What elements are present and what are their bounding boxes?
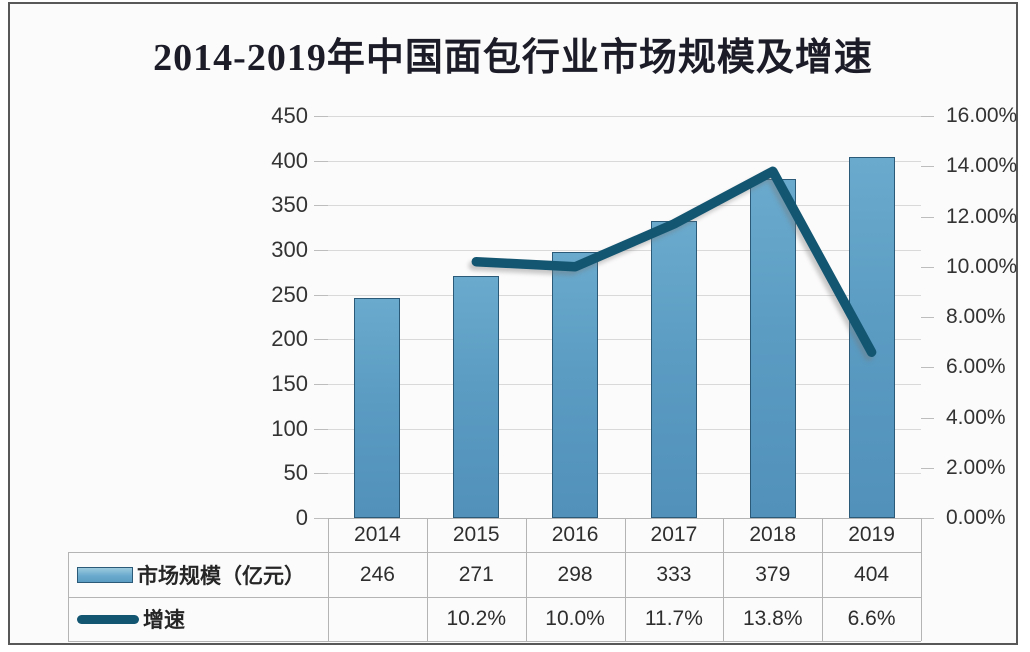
table-market-size-cell: 379 <box>755 562 791 586</box>
left-axis-label: 0 <box>295 505 308 530</box>
right-tick-mark <box>921 116 934 117</box>
chart-title: 2014-2019年中国面包行业市场规模及增速 <box>153 37 873 79</box>
table-market-size-cell: 298 <box>557 562 593 586</box>
legend-label-market-size: 市场规模（亿元） <box>137 564 305 588</box>
right-tick-mark <box>921 317 934 318</box>
table-border-line <box>68 552 69 641</box>
table-border-line <box>68 641 921 642</box>
left-axis-label: 100 <box>271 415 308 441</box>
table-growth-cell: 10.2% <box>446 607 507 630</box>
gridline <box>328 428 921 430</box>
left-tick-mark <box>314 473 328 475</box>
bar-2019 <box>848 157 895 518</box>
table-market-size-cell: 246 <box>359 562 395 586</box>
gridline <box>328 160 921 162</box>
bar-2017 <box>650 220 697 518</box>
table-year-cell: 2017 <box>650 523 698 546</box>
table-border-line <box>921 518 922 641</box>
table-market-size-cell: 333 <box>656 562 692 586</box>
table-year-cell: 2014 <box>354 523 401 546</box>
right-axis-label: 10.00% <box>946 254 1018 278</box>
left-tick-mark <box>314 250 328 251</box>
growth-line-series <box>471 166 877 357</box>
table-growth-cell <box>328 597 427 641</box>
table-border-line <box>328 518 329 641</box>
left-axis-label: 250 <box>271 281 308 307</box>
right-tick-mark <box>921 166 934 168</box>
left-axis-label: 350 <box>271 192 308 218</box>
table-border-line <box>822 518 824 641</box>
right-axis-label: 16.00% <box>946 104 1018 127</box>
right-axis-label: 12.00% <box>946 204 1018 228</box>
right-axis-label: 2.00% <box>946 455 1006 479</box>
right-tick-mark <box>921 216 934 218</box>
bar-2018 <box>749 179 796 518</box>
right-axis-label: 8.00% <box>946 305 1006 328</box>
table-year-cell: 2015 <box>452 523 500 546</box>
table-border-line <box>68 552 921 553</box>
table-border-line <box>426 518 428 641</box>
table-growth-cell: 13.8% <box>742 607 803 630</box>
left-tick-mark <box>314 294 328 296</box>
left-axis-label: 450 <box>271 103 308 128</box>
gridline <box>328 116 921 117</box>
table-year-cell: 2018 <box>749 523 797 546</box>
bar-2015 <box>453 275 500 518</box>
table-market-size-cell: 271 <box>458 562 494 586</box>
table-border-line <box>525 518 527 641</box>
left-axis-label: 400 <box>271 147 308 173</box>
legend-item-market-size: 市场规模（亿元） <box>68 552 328 597</box>
right-tick-mark <box>921 367 934 369</box>
plot-area <box>322 116 921 518</box>
table-market-size-cell: 404 <box>854 562 890 586</box>
table-growth-cell: 6.6% <box>847 607 896 630</box>
gridline <box>328 339 921 341</box>
left-tick-mark <box>314 116 328 117</box>
left-tick-mark <box>314 384 328 385</box>
table-year-cell: 2016 <box>551 523 599 546</box>
chart-frame: 2014-2019年中国面包行业市场规模及增速 0 50 100 150 200 250 3… <box>8 2 1018 645</box>
right-axis-label: 4.00% <box>946 405 1006 429</box>
left-axis-label: 150 <box>271 371 308 396</box>
right-axis-label: 6.00% <box>946 355 1006 379</box>
right-tick-mark <box>921 417 934 419</box>
line-series-swatch-icon <box>77 614 139 624</box>
left-axis-label: 50 <box>283 460 308 486</box>
right-tick-mark <box>921 518 934 519</box>
table-year-cell: 2019 <box>848 523 895 546</box>
left-tick-mark <box>314 428 328 430</box>
table-growth-cell: 10.0% <box>545 607 605 630</box>
left-axis-label: 200 <box>271 326 308 352</box>
gridline <box>328 205 921 207</box>
growth-line <box>471 166 877 357</box>
right-tick-mark <box>921 467 934 469</box>
left-axis-label: 300 <box>271 237 308 262</box>
right-axis-label: 14.00% <box>946 154 1018 178</box>
legend-item-growth: 增速 <box>68 597 328 641</box>
table-growth-cell: 11.7% <box>644 607 703 630</box>
bar-2016 <box>552 251 599 518</box>
left-tick-mark <box>314 205 328 207</box>
gridline <box>328 294 921 296</box>
gridline <box>328 473 921 475</box>
left-tick-mark <box>314 339 328 341</box>
left-tick-mark <box>314 160 328 162</box>
legend-label-growth: 增速 <box>143 609 185 632</box>
right-axis-label: 0.00% <box>946 506 1006 529</box>
gridline <box>328 384 921 385</box>
bar-series-swatch-icon <box>77 566 133 583</box>
bar-2014 <box>354 298 401 518</box>
left-tick-mark <box>314 518 328 519</box>
table-border-line <box>68 597 921 598</box>
table-border-line <box>624 518 626 641</box>
right-tick-mark <box>921 266 934 268</box>
table-border-line <box>723 518 725 641</box>
